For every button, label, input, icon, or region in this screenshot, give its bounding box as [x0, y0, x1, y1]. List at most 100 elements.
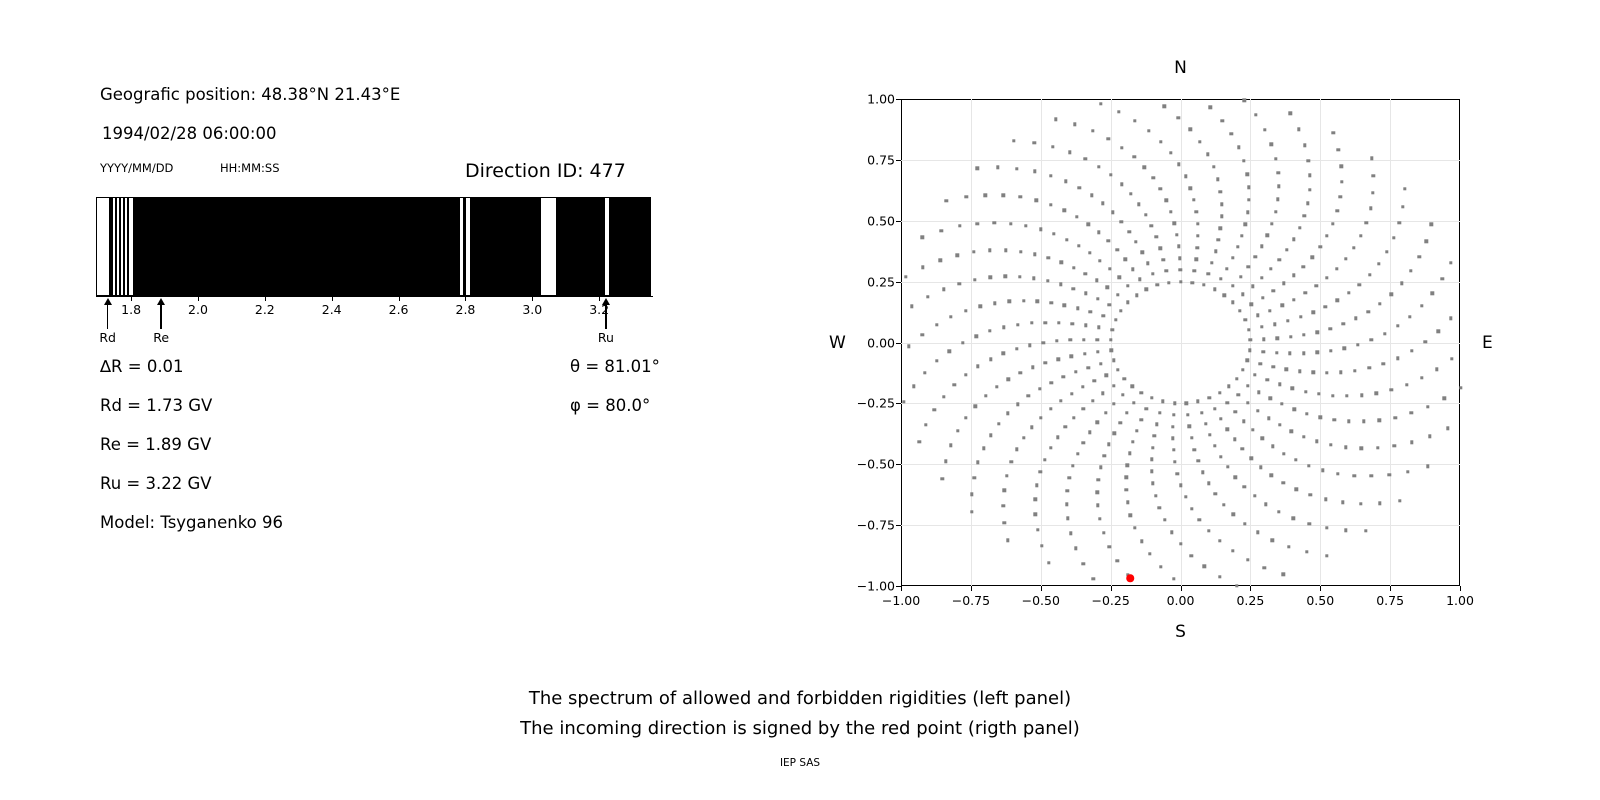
- direction-dot: [1393, 415, 1397, 420]
- direction-id-text: Direction ID: 477: [465, 160, 626, 182]
- annotation-label-ru: Ru: [597, 330, 614, 345]
- direction-dot: [1107, 442, 1111, 447]
- direction-dot: [1195, 222, 1200, 226]
- direction-dot: [1357, 282, 1362, 287]
- direction-dot: [1250, 428, 1255, 432]
- direction-dot: [1143, 213, 1148, 217]
- direction-dot: [1108, 267, 1112, 271]
- direction-dot: [1243, 318, 1248, 322]
- direction-dot: [1075, 452, 1080, 456]
- y-axis-tick-label: −0.50: [856, 456, 895, 472]
- direction-dot: [973, 277, 977, 282]
- direction-dot: [1106, 239, 1111, 243]
- direction-dot: [960, 341, 965, 345]
- direction-dot: [1002, 521, 1007, 525]
- direction-dot: [955, 253, 959, 257]
- direction-dot: [1071, 463, 1075, 468]
- direction-dot: [1016, 402, 1020, 406]
- direction-dot: [1139, 539, 1144, 543]
- selected-direction-marker[interactable]: [1126, 574, 1134, 582]
- direction-dot: [1258, 361, 1262, 366]
- direction-dot: [1186, 413, 1190, 417]
- direction-dot: [934, 323, 939, 327]
- direction-dot: [1177, 244, 1181, 249]
- direction-dot: [1003, 274, 1007, 279]
- direction-dot: [1291, 516, 1296, 521]
- direction-dot: [1336, 471, 1340, 476]
- direction-dot: [1271, 364, 1275, 369]
- annotation-arrow-shaft: [605, 303, 607, 329]
- direction-dot: [1303, 389, 1308, 394]
- direction-dot: [1064, 502, 1069, 507]
- direction-dot: [1311, 310, 1315, 314]
- direction-dot: [1302, 435, 1306, 439]
- direction-dot: [1268, 308, 1272, 313]
- direction-dot: [1345, 394, 1349, 398]
- direction-dot: [1134, 240, 1138, 244]
- direction-dot: [1131, 267, 1135, 271]
- direction-dot: [1284, 367, 1289, 371]
- direction-dot: [1113, 318, 1118, 322]
- direction-dot: [1216, 238, 1221, 242]
- direction-dot: [1275, 336, 1279, 341]
- compass-label-west: W: [829, 332, 846, 353]
- x-axis-tick: [1390, 586, 1392, 591]
- gridline-horizontal: [901, 403, 1460, 405]
- spectrum-tick-label: 1.8: [121, 302, 142, 317]
- y-axis-tick: [896, 159, 901, 161]
- allowed-rigidity-band: [116, 198, 119, 295]
- direction-dot: [1144, 287, 1149, 292]
- direction-dot: [1249, 302, 1254, 307]
- direction-dot: [1306, 201, 1310, 205]
- direction-dot: [1035, 299, 1040, 304]
- direction-dot: [1225, 465, 1230, 469]
- y-axis-tick: [896, 525, 901, 527]
- direction-dot: [1175, 471, 1180, 476]
- direction-dot: [975, 166, 979, 170]
- direction-dot: [1195, 245, 1200, 250]
- direction-dot: [1369, 156, 1374, 160]
- direction-dot: [1236, 393, 1240, 397]
- direction-dot: [1072, 416, 1076, 420]
- y-axis-tick-label: 0.50: [867, 213, 895, 229]
- param-delta-r: ∆R = 0.01: [100, 357, 184, 376]
- gridline-horizontal: [901, 159, 1460, 161]
- direction-dot: [1112, 402, 1116, 406]
- direction-dot: [1127, 230, 1131, 234]
- direction-dot: [1071, 265, 1076, 270]
- direction-dot: [1081, 561, 1086, 566]
- direction-dot: [1170, 530, 1174, 534]
- direction-dot: [1428, 434, 1432, 439]
- direction-dot: [1083, 271, 1088, 276]
- direction-dot: [924, 423, 928, 427]
- y-axis-tick-label: −0.25: [856, 395, 895, 411]
- direction-dot: [1055, 339, 1059, 343]
- direction-dot: [1041, 341, 1046, 345]
- direction-dot: [975, 221, 980, 226]
- direction-dot: [1336, 148, 1341, 152]
- direction-dot: [1118, 421, 1122, 425]
- direction-dot: [1219, 214, 1224, 218]
- direction-dot: [1032, 141, 1036, 145]
- direction-dot: [1286, 545, 1291, 549]
- direction-dot: [1198, 140, 1202, 144]
- direction-dot: [1084, 291, 1088, 296]
- spectrum-tick: [398, 296, 400, 301]
- spectrum-arrow-annotations: Rd Re Ru: [96, 296, 653, 346]
- direction-dot: [1404, 383, 1409, 387]
- direction-dot: [1132, 155, 1136, 159]
- direction-dot: [1269, 267, 1273, 271]
- direction-dot: [1164, 198, 1168, 202]
- direction-dot: [1194, 210, 1199, 214]
- direction-dot: [1409, 269, 1413, 273]
- direction-dot: [1121, 393, 1125, 397]
- direction-dot: [1247, 198, 1251, 202]
- direction-dot: [1339, 370, 1343, 375]
- direction-dot: [1297, 226, 1302, 230]
- direction-dot: [1241, 419, 1246, 423]
- direction-dot: [964, 309, 968, 313]
- direction-dot: [1098, 102, 1103, 106]
- direction-dot: [1098, 517, 1102, 521]
- direction-dot: [1260, 436, 1264, 441]
- direction-dot: [972, 475, 976, 480]
